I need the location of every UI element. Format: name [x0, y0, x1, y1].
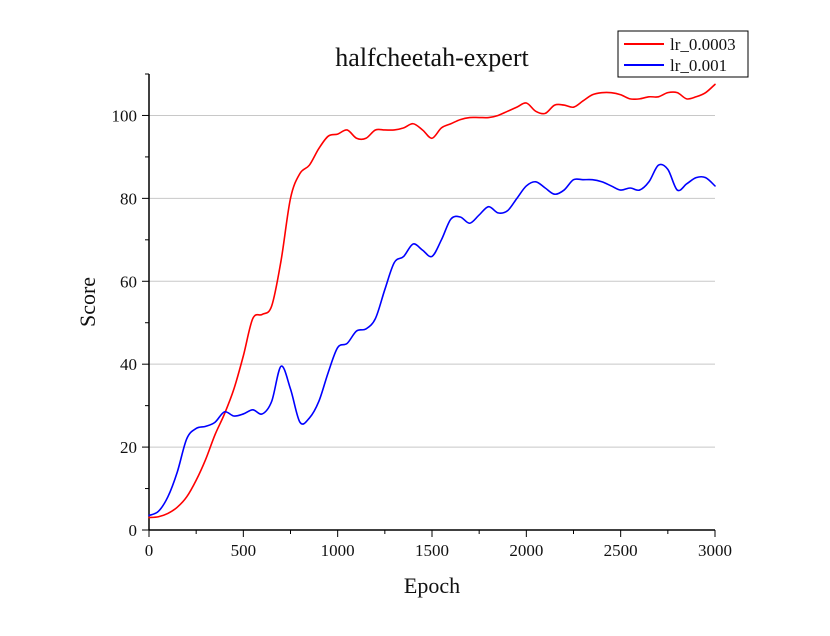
x-tick-label: 2500: [604, 541, 638, 560]
series-layer: [148, 83, 716, 519]
legend-label-lr-0.0003: lr_0.0003: [670, 35, 736, 54]
x-tick-label: 1000: [321, 541, 355, 560]
grid-layer: [149, 114, 715, 448]
y-tick-label: 80: [120, 189, 137, 208]
y-tick-label: 100: [112, 106, 138, 125]
x-tick-label: 500: [231, 541, 257, 560]
x-tick-label: 1500: [415, 541, 449, 560]
series-line-lr-0.001: [148, 163, 716, 517]
x-axis-label: Epoch: [404, 573, 460, 598]
series-line-lr-0.0003: [148, 83, 716, 519]
legend: lr_0.0003 lr_0.001: [617, 30, 749, 78]
legend-label-lr-0.001: lr_0.001: [670, 56, 727, 75]
y-tick-label: 60: [120, 272, 137, 291]
y-tick-label: 40: [120, 355, 137, 374]
chart-title: halfcheetah-expert: [335, 43, 529, 72]
legend-box: [617, 30, 749, 78]
x-tick-label: 3000: [698, 541, 732, 560]
y-tick-label: 0: [129, 521, 138, 540]
x-tick-label: 0: [145, 541, 154, 560]
x-tick-label: 2000: [509, 541, 543, 560]
y-axis-label: Score: [75, 277, 100, 327]
y-tick-label: 20: [120, 438, 137, 457]
